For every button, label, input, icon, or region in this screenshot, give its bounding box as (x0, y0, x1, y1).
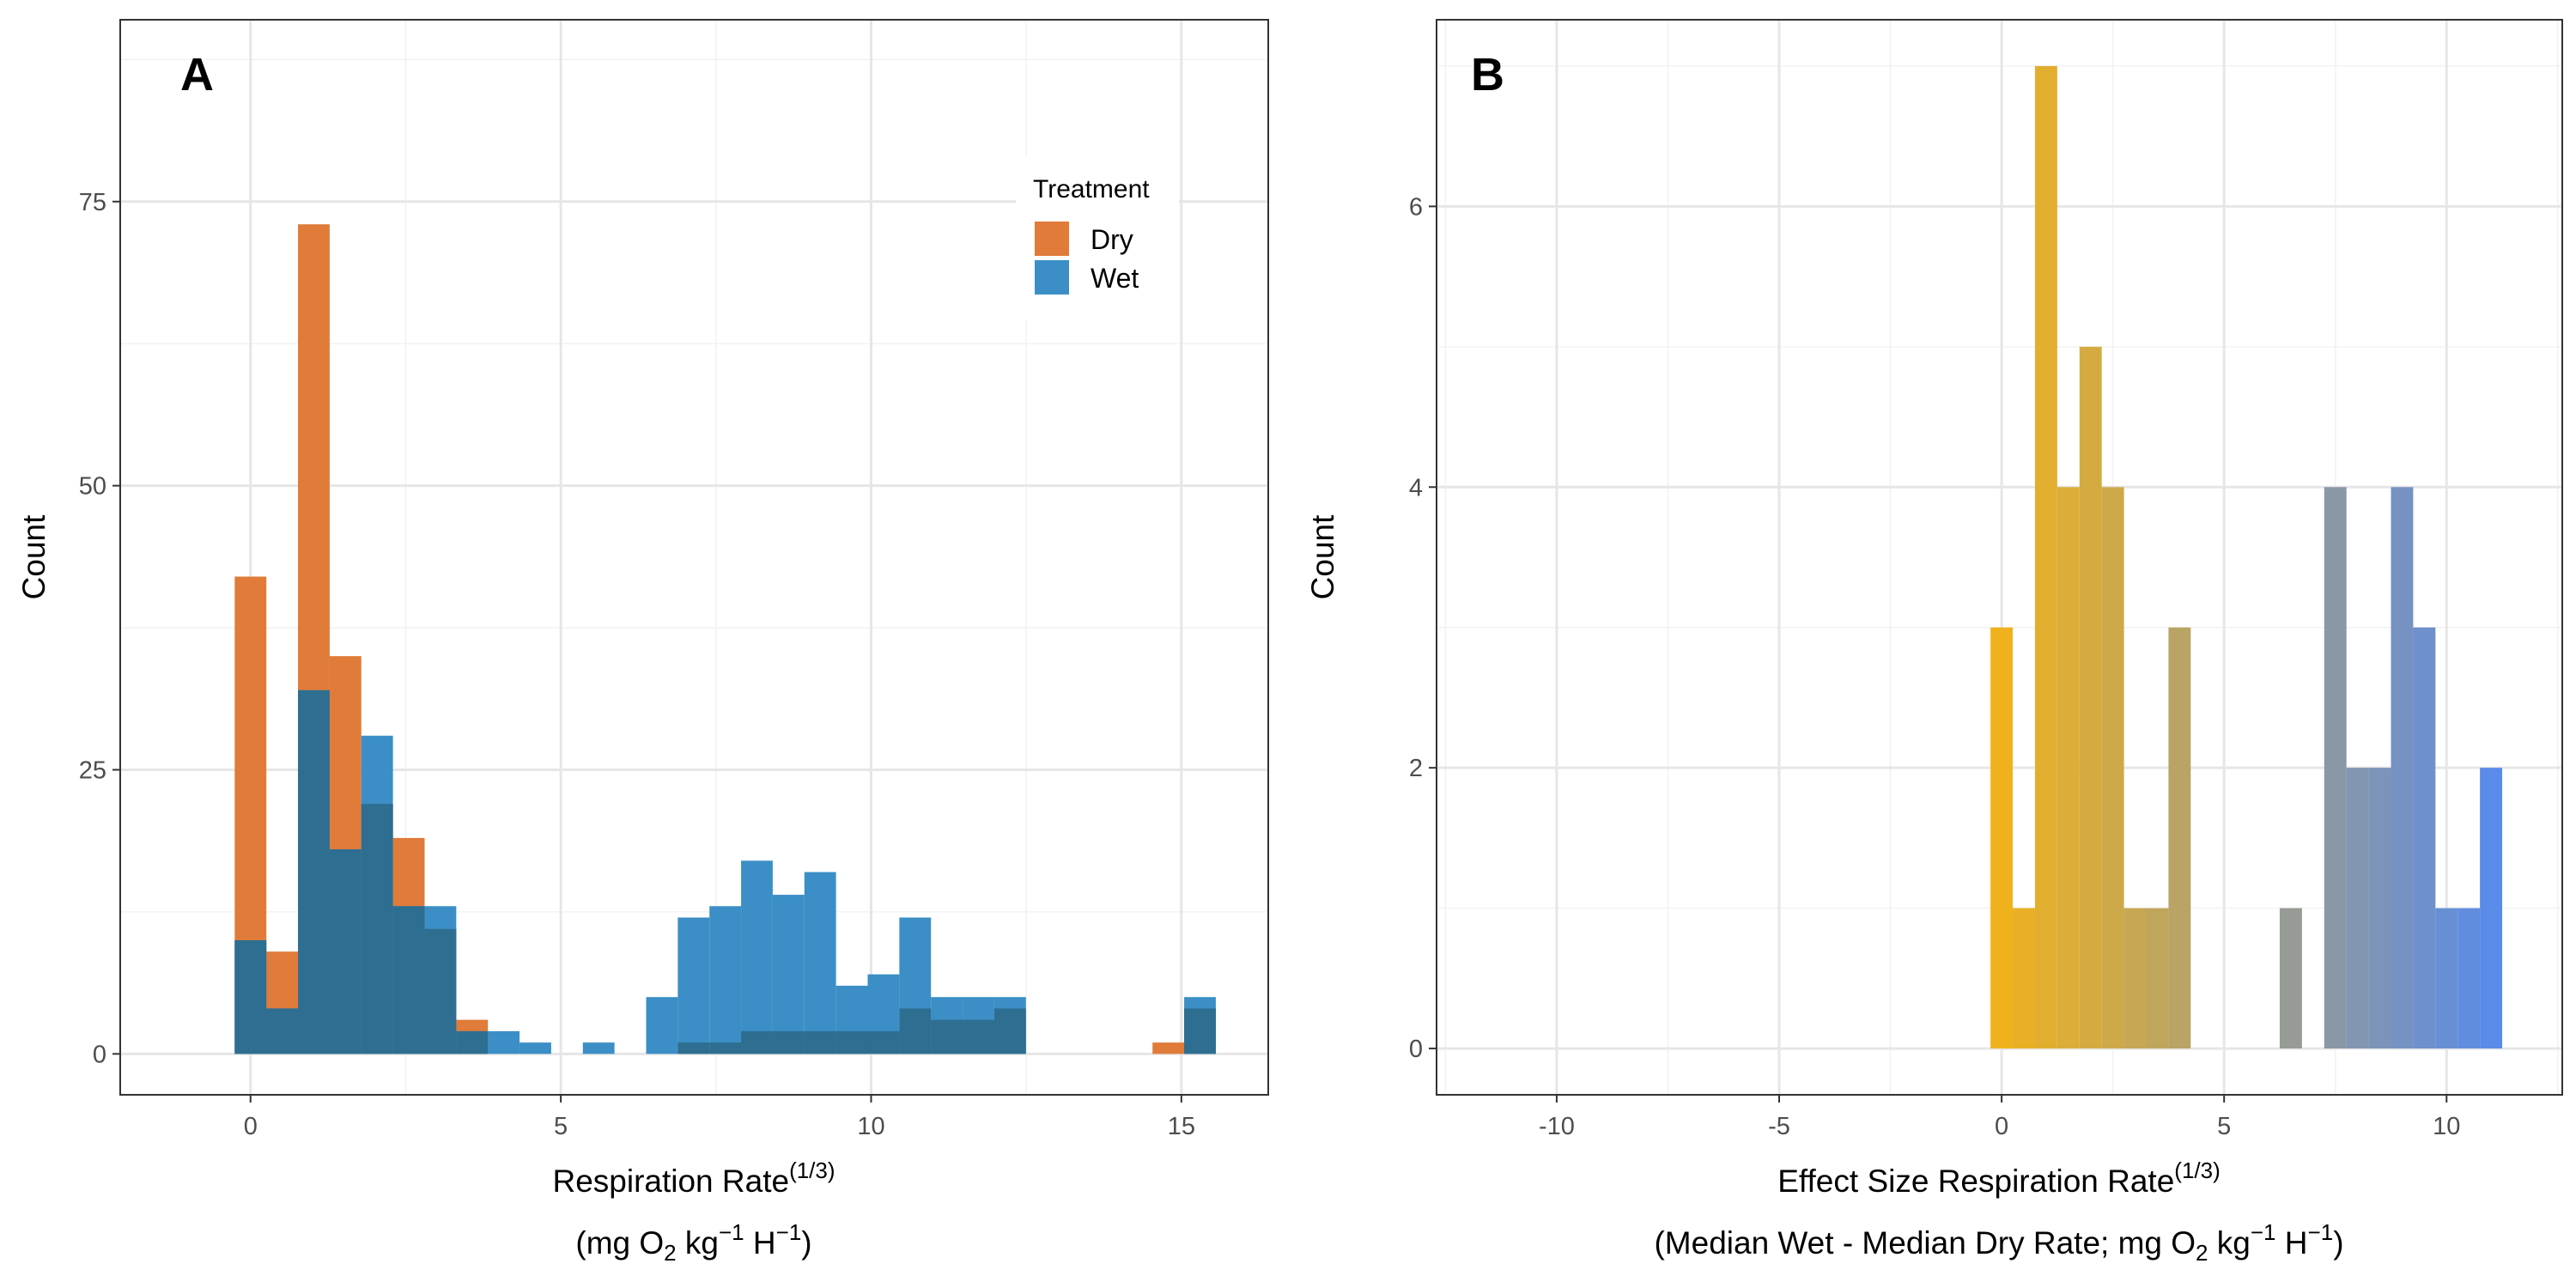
legend-title: Treatment (1033, 175, 1150, 204)
panel-b-x-axis-title-main: Effect Size Respiration Rate (1777, 1163, 2174, 1199)
panel-b-bar (2279, 908, 2302, 1049)
panel-b-x-axis-title: Effect Size Respiration Rate(1/3) (1777, 1157, 2221, 1199)
legend-label-dry: Dry (1091, 224, 1133, 255)
panel-b-bar (2346, 768, 2369, 1049)
panel-a-bar-overlap (298, 690, 330, 1054)
panel-a-x-tick-label: 5 (554, 1113, 568, 1140)
panel-a-bar-wet (772, 895, 805, 1054)
panel-b-bar (2079, 346, 2102, 1049)
legend-key-dry (1035, 222, 1069, 256)
panel-b-bar (2034, 65, 2057, 1049)
panel-a-y-tick-label: 25 (79, 756, 106, 784)
panel-b-y-axis-title: Count (1305, 514, 1340, 599)
panel-a-bar-overlap (772, 1030, 805, 1054)
panel-a-bar-wet (804, 872, 836, 1054)
panel-b-bar (2368, 768, 2391, 1049)
panel-b-y-tick-label: 2 (1409, 755, 1423, 782)
panel-a-bar-overlap (392, 906, 425, 1054)
panel-a-bar-wet (519, 1042, 551, 1054)
panel-b-x-tick-label: 0 (1995, 1113, 2008, 1140)
panel-b-bar (1990, 627, 2014, 1049)
panel-a-legend: Treatment Dry Wet (1016, 157, 1179, 320)
panel-a-bar-wet (677, 917, 710, 1054)
panel-b-y-tick-label: 6 (1409, 193, 1423, 221)
panel-b-bar (2123, 908, 2147, 1049)
panel-b-letter: B (1471, 49, 1504, 100)
panel-a-y-tick-label: 50 (79, 473, 106, 501)
panel-a-bar-wet (741, 860, 773, 1054)
panel-b-bar (2435, 908, 2458, 1049)
panel-b-bar (2391, 487, 2414, 1049)
panel-a-bar-overlap (1184, 1008, 1216, 1054)
panel-b-bar (2146, 908, 2169, 1049)
panel-a-bar-overlap (867, 1030, 900, 1054)
panel-a-y-tick-label: 75 (79, 189, 106, 216)
panel-a-bar-overlap (741, 1030, 773, 1054)
panel-a-bar-overlap (899, 1008, 932, 1054)
panel-a-x-tick-label: 15 (1168, 1113, 1195, 1140)
panel-a-bar-overlap (835, 1030, 868, 1054)
panel-b-x-axis-title-power: (1/3) (2174, 1157, 2220, 1183)
panel-a-bar-overlap (329, 849, 361, 1054)
panel-a-bar-wet (709, 906, 742, 1054)
panel-b-x-axis-units: (Median Wet - Median Dry Rate; mg O2 kg−… (1654, 1219, 2343, 1266)
panel-a-bars (234, 224, 1216, 1054)
panel-b-bar (2480, 768, 2503, 1049)
panel-b-y-tick-label: 4 (1409, 474, 1423, 501)
panel-a-bar-overlap (361, 804, 393, 1054)
panel-a-x-tick-label: 0 (244, 1113, 258, 1140)
panel-a-bar-overlap (963, 1019, 994, 1054)
panel-a-x-axis-units: (mg O2 kg−1 H−1) (575, 1219, 811, 1266)
panel-b-gridlines (1437, 20, 2562, 1095)
panel-a-letter: A (180, 49, 214, 100)
legend-key-wet (1035, 260, 1069, 295)
panel-a-x-axis-title-power: (1/3) (789, 1157, 835, 1183)
panel-b-x-tick-label: -10 (1539, 1113, 1575, 1140)
panel-a-bar-overlap (456, 1030, 489, 1054)
panel-b-bars (1990, 65, 2503, 1049)
panel-a-x-axis-title: Respiration Rate(1/3) (552, 1157, 835, 1199)
panel-b-bar (2057, 487, 2080, 1049)
panel-a-bar-overlap (709, 1042, 742, 1054)
panel-b-y-tick-label: 0 (1409, 1036, 1423, 1063)
panel-b-axis-ticks: -10 -5 0 5 10 0 2 4 6 (1409, 193, 2461, 1140)
panel-a-y-axis-title: Count (16, 514, 52, 599)
panel-b-bar (2168, 627, 2191, 1049)
panel-a-y-tick-label: 0 (93, 1041, 106, 1068)
legend-label-wet: Wet (1091, 263, 1139, 294)
panel-b-bar (2101, 487, 2124, 1049)
panel-a-bar-overlap (993, 1008, 1026, 1054)
panel-a-border (119, 19, 1269, 1096)
panel-a-bar-overlap (804, 1030, 836, 1054)
panel-b-x-tick-label: 5 (2217, 1113, 2231, 1140)
panel-b-x-tick-label: 10 (2433, 1113, 2460, 1140)
panel-a-x-tick-label: 10 (857, 1113, 884, 1140)
panel-a-bar-dry (1152, 1042, 1185, 1054)
panel-a-bar-wet (582, 1042, 615, 1054)
panel-b-border (1436, 19, 2563, 1096)
panel-a-axis-ticks: 0 5 10 15 0 25 50 75 (79, 189, 1195, 1140)
panel-a-bar-wet (646, 997, 678, 1054)
panel-a-bar-overlap (234, 940, 267, 1054)
panel-a-x-axis-title-main: Respiration Rate (552, 1163, 789, 1199)
panel-a-bar-overlap (424, 928, 457, 1054)
panel-a-bar-wet (488, 1030, 520, 1054)
panel-a-bar-overlap (266, 1008, 299, 1054)
panel-b-histogram: -10 -5 0 5 10 0 2 4 6 B Count Effect Size Respir… (1305, 19, 2563, 1266)
panel-b-bar (2013, 908, 2035, 1049)
panel-b-bar (2458, 908, 2481, 1049)
panel-a-bar-overlap (931, 1019, 963, 1054)
panel-b-bar (2413, 627, 2436, 1049)
panel-b-x-tick-label: -5 (1768, 1113, 1790, 1140)
panel-a-bar-overlap (677, 1042, 710, 1054)
panel-b-bar (2324, 487, 2347, 1049)
